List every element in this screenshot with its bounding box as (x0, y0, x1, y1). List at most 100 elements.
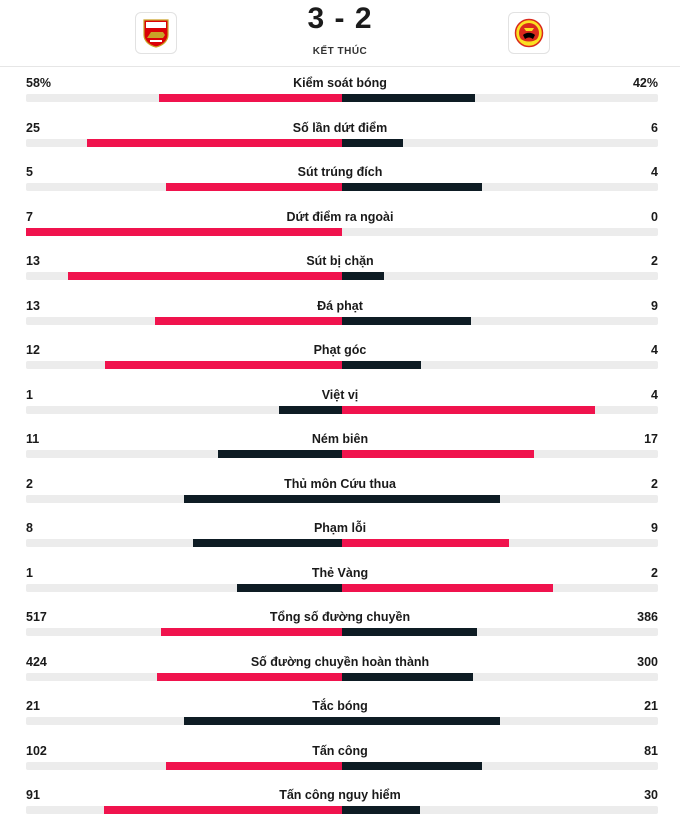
home-stat-value: 25 (26, 120, 40, 135)
stat-row: 91 Tấn công nguy hiểm 30 (0, 778, 680, 823)
home-stat-bar (236, 583, 342, 592)
home-stat-value: 58% (26, 76, 52, 90)
away-stat-bar (342, 539, 510, 547)
stat-row: 21 Tắc bóng 21 (0, 689, 680, 734)
away-stat-value: 4 (651, 343, 658, 357)
home-stat-bar (105, 361, 342, 369)
home-stat-bar (278, 405, 342, 414)
away-stat-value: 42% (632, 76, 658, 90)
stat-label: Thủ môn Cứu thua (284, 476, 396, 491)
away-stat-bar (342, 450, 534, 458)
away-stat-value: 21 (644, 699, 658, 713)
away-stat-value: 386 (637, 610, 658, 624)
away-stat-value: 300 (637, 654, 658, 669)
away-stat-bar (342, 138, 404, 147)
stat-row: 517 Tổng số đường chuyền 386 (0, 600, 680, 645)
away-stat-value: 17 (644, 432, 658, 446)
stat-bar-track (26, 450, 658, 458)
stat-bar-track (26, 806, 658, 814)
home-stat-value: 1 (26, 387, 33, 402)
away-stat-bar (342, 272, 385, 280)
stat-bar-track (26, 717, 658, 725)
away-stat-value: 2 (651, 254, 658, 268)
away-stat-bar (342, 494, 500, 503)
stat-bar-track (26, 494, 658, 503)
home-stat-bar (104, 806, 342, 814)
stat-bar-track (26, 672, 658, 681)
stat-label: Tổng số đường chuyền (269, 610, 411, 624)
away-stat-value: 6 (651, 120, 658, 135)
home-stat-value: 13 (26, 298, 40, 313)
home-stat-bar (68, 272, 342, 280)
home-stat-bar (166, 761, 342, 770)
home-stat-bar (217, 450, 342, 458)
home-stat-bar (158, 94, 342, 102)
home-stat-value: 424 (26, 654, 47, 669)
stat-row: 424 Số đường chuyền hoàn thành 300 (0, 645, 680, 690)
home-stat-bar (155, 316, 342, 325)
away-stat-value: 81 (644, 743, 658, 758)
stat-row: 102 Tấn công 81 (0, 734, 680, 779)
away-stat-bar (342, 361, 421, 369)
away-stat-bar (342, 628, 477, 636)
stat-label: Phạm lỗi (313, 521, 367, 535)
stat-row: 25 Số lần dứt điểm 6 (0, 111, 680, 156)
stat-bar-track (26, 138, 658, 147)
home-stat-value: 5 (26, 165, 33, 179)
away-stat-bar (342, 94, 475, 102)
away-stat-value: 30 (644, 788, 658, 802)
stat-label: Sút bị chặn (306, 254, 374, 268)
stat-label: Việt vị (321, 387, 359, 402)
stat-row: 7 Dứt điểm ra ngoài 0 (0, 200, 680, 245)
stat-label: Đá phạt (317, 298, 363, 313)
home-stat-value: 13 (26, 254, 40, 268)
home-stat-bar (184, 717, 342, 725)
stat-bar-track (26, 539, 658, 547)
stats-list: 58% Kiểm soát bóng 42% 25 Số lần dứt điểm 6 5 S… (0, 66, 680, 823)
home-stat-value: 2 (26, 476, 33, 491)
match-header: 3 - 2 KẾT THÚC (0, 0, 680, 67)
stat-bar-track (26, 272, 658, 280)
home-stat-bar (156, 672, 342, 681)
stat-label: Thẻ Vàng (311, 565, 369, 580)
home-stat-bar (166, 183, 342, 191)
match-score: 3 - 2 (307, 2, 373, 35)
away-team-crest[interactable] (508, 12, 550, 54)
home-stat-bar (26, 227, 342, 236)
stat-bar-track (26, 316, 658, 325)
home-stat-value: 7 (26, 209, 33, 224)
stat-row: 13 Đá phạt 9 (0, 289, 680, 334)
stat-bar-track (26, 94, 658, 102)
home-stat-value: 8 (26, 521, 33, 535)
stat-bar-track (26, 761, 658, 770)
stat-bar-track (26, 628, 658, 636)
away-stat-bar (342, 806, 421, 814)
stat-label: Kiểm soát bóng (293, 76, 387, 90)
away-stat-value: 2 (651, 476, 658, 491)
home-stat-value: 21 (26, 699, 40, 713)
away-stat-bar (342, 717, 500, 725)
stat-row: 8 Phạm lỗi 9 (0, 511, 680, 556)
stat-row: 1 Việt vị 4 (0, 378, 680, 423)
stat-row: 5 Sút trúng đích 4 (0, 155, 680, 200)
stat-label: Dứt điểm ra ngoài (286, 209, 394, 224)
away-stat-value: 4 (651, 387, 658, 402)
manchester-united-crest-icon (514, 18, 544, 48)
away-stat-bar (342, 183, 483, 191)
stat-label: Tắc bóng (312, 699, 368, 713)
stat-label: Ném biên (311, 432, 369, 446)
away-stat-bar (342, 583, 553, 592)
away-stat-bar (342, 761, 482, 770)
stat-row: 13 Sút bị chặn 2 (0, 244, 680, 289)
away-stat-value: 0 (651, 209, 658, 224)
stat-row: 11 Ném biên 17 (0, 422, 680, 467)
home-team-crest[interactable] (135, 12, 177, 54)
home-stat-value: 11 (26, 432, 40, 446)
stat-label: Sút trúng đích (297, 165, 383, 179)
home-stat-value: 91 (26, 788, 40, 802)
home-stat-value: 517 (26, 610, 47, 624)
home-stat-bar (160, 628, 342, 636)
home-stat-bar (87, 138, 342, 147)
away-stat-bar (342, 316, 472, 325)
away-stat-bar (342, 672, 473, 681)
